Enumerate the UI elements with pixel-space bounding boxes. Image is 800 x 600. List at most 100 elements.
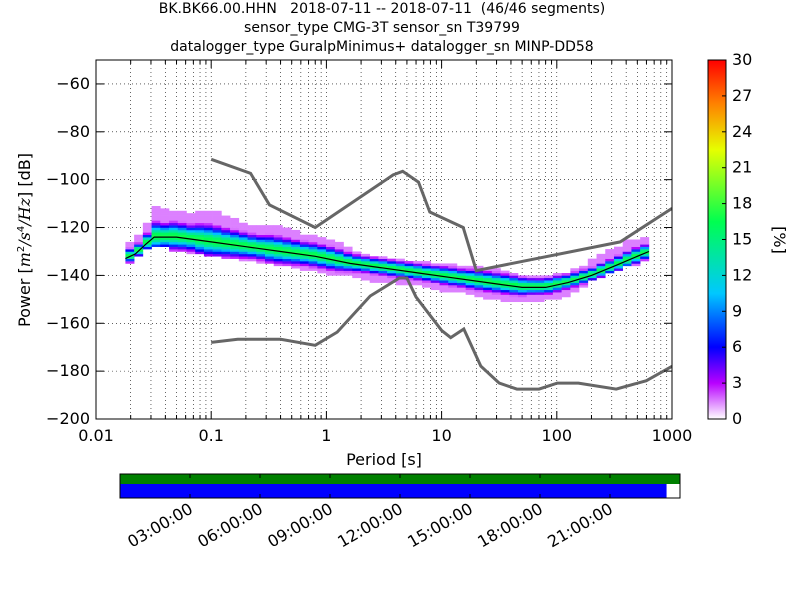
heatmap-cell — [570, 280, 580, 283]
heatmap-cell — [439, 282, 449, 286]
heatmap-cell — [439, 280, 449, 283]
heatmap-cell — [247, 253, 257, 257]
heatmap-cell — [203, 210, 213, 214]
heatmap-cell — [134, 253, 144, 257]
heatmap-cell — [212, 229, 222, 233]
heatmap-cell — [273, 239, 283, 243]
heatmap-cell — [195, 234, 205, 238]
heatmap-cell — [230, 225, 240, 228]
heatmap-cell — [369, 275, 379, 279]
heatmap-cell — [483, 273, 493, 276]
heatmap-cell — [500, 280, 510, 283]
heatmap-cell — [326, 270, 336, 274]
heatmap-cell — [483, 287, 493, 291]
heatmap-cell — [439, 263, 449, 267]
heatmap-cell — [378, 270, 388, 274]
heatmap-cell — [334, 253, 344, 257]
heatmap-cell — [221, 220, 231, 224]
heatmap-cell — [160, 232, 170, 236]
heatmap-cell — [640, 246, 650, 250]
heatmap-cell — [587, 277, 597, 281]
heatmap-cell — [308, 249, 318, 252]
heatmap-cell — [605, 251, 615, 255]
heatmap-cell — [456, 275, 466, 279]
heatmap-cell — [256, 229, 266, 233]
heatmap-cell — [509, 280, 519, 283]
heatmap-cell — [221, 217, 231, 221]
x-tick-label: 10 — [431, 426, 451, 445]
heatmap-cell — [169, 222, 179, 226]
heatmap-cell — [640, 244, 650, 247]
heatmap-cell — [334, 241, 344, 245]
heatmap-cell — [308, 241, 318, 245]
heatmap-cell — [265, 251, 275, 255]
heatmap-cell — [282, 237, 292, 240]
heatmap-cell — [605, 256, 615, 259]
heatmap-cell — [518, 296, 528, 300]
heatmap-cell — [465, 277, 475, 281]
heatmap-cell — [186, 232, 196, 236]
heatmap-cell — [509, 273, 519, 276]
heatmap-cell — [169, 210, 179, 214]
heatmap-cell — [282, 227, 292, 231]
heatmap-cell — [142, 227, 152, 231]
y-tick-label: −100 — [46, 170, 90, 189]
heatmap-cell — [579, 265, 589, 269]
heatmap-cell — [422, 261, 432, 264]
colorbar-tick-label: 18 — [732, 194, 752, 213]
heatmap-cell — [203, 244, 213, 247]
heatmap-cell — [430, 282, 440, 286]
heatmap-cell — [404, 275, 414, 279]
heatmap-cell — [526, 280, 536, 283]
heatmap-cell — [203, 241, 213, 245]
heatmap-cell — [195, 244, 205, 247]
heatmap-cell — [308, 237, 318, 240]
heatmap-cell — [570, 277, 580, 281]
heatmap-cell — [221, 225, 231, 228]
heatmap-cell — [221, 256, 231, 259]
heatmap-cell — [544, 287, 554, 291]
heatmap-cell — [230, 232, 240, 236]
heatmap-cell — [474, 287, 484, 291]
heatmap-cell — [465, 268, 475, 271]
heatmap-cell — [151, 232, 161, 236]
data-coverage-timeline: 03:00:0006:00:0009:00:0012:00:0015:00:00… — [119, 473, 681, 551]
axis-ticks: 0.01 0.1 1 10 100 1000 −60 −80 −100 −120 −140 −160 −… — [46, 60, 692, 445]
heatmap-cell — [518, 280, 528, 283]
heatmap-cell — [579, 270, 589, 274]
heatmap-cell — [500, 289, 510, 293]
heatmap-cell — [177, 234, 187, 238]
heatmap-cell — [596, 263, 606, 267]
heatmap-cell — [404, 261, 414, 264]
heatmap-cell — [273, 249, 283, 252]
heatmap-cell — [177, 225, 187, 228]
heatmap-cell — [291, 237, 301, 240]
heatmap-cell — [561, 284, 571, 288]
heatmap-cell — [273, 256, 283, 259]
heatmap-cell — [177, 213, 187, 216]
heatmap-cell — [613, 246, 624, 250]
heatmap-cell — [596, 268, 606, 271]
heatmap-cell — [430, 273, 440, 276]
heatmap-cell — [195, 215, 205, 219]
heatmap-cell — [151, 208, 161, 212]
heatmap-cell — [535, 284, 545, 288]
heatmap-cell — [587, 263, 597, 267]
heatmap-cell — [265, 237, 275, 240]
heatmap-cell — [387, 258, 397, 262]
heatmap-cell — [195, 225, 205, 228]
heatmap-cell — [247, 239, 257, 243]
heatmap-cell — [579, 280, 589, 283]
heatmap-cell — [552, 284, 562, 288]
heatmap-cell — [151, 229, 161, 233]
heatmap-cell — [177, 232, 187, 236]
heatmap-cell — [326, 263, 336, 267]
heatmap-cell — [160, 237, 170, 240]
heatmap-cell — [326, 273, 336, 276]
heatmap-cell — [570, 275, 580, 279]
heatmap-cell — [195, 229, 205, 233]
heatmap-cell — [125, 258, 135, 262]
heatmap-cell — [256, 246, 266, 250]
heatmap-cell — [613, 261, 624, 264]
heatmap-cell — [343, 249, 353, 252]
